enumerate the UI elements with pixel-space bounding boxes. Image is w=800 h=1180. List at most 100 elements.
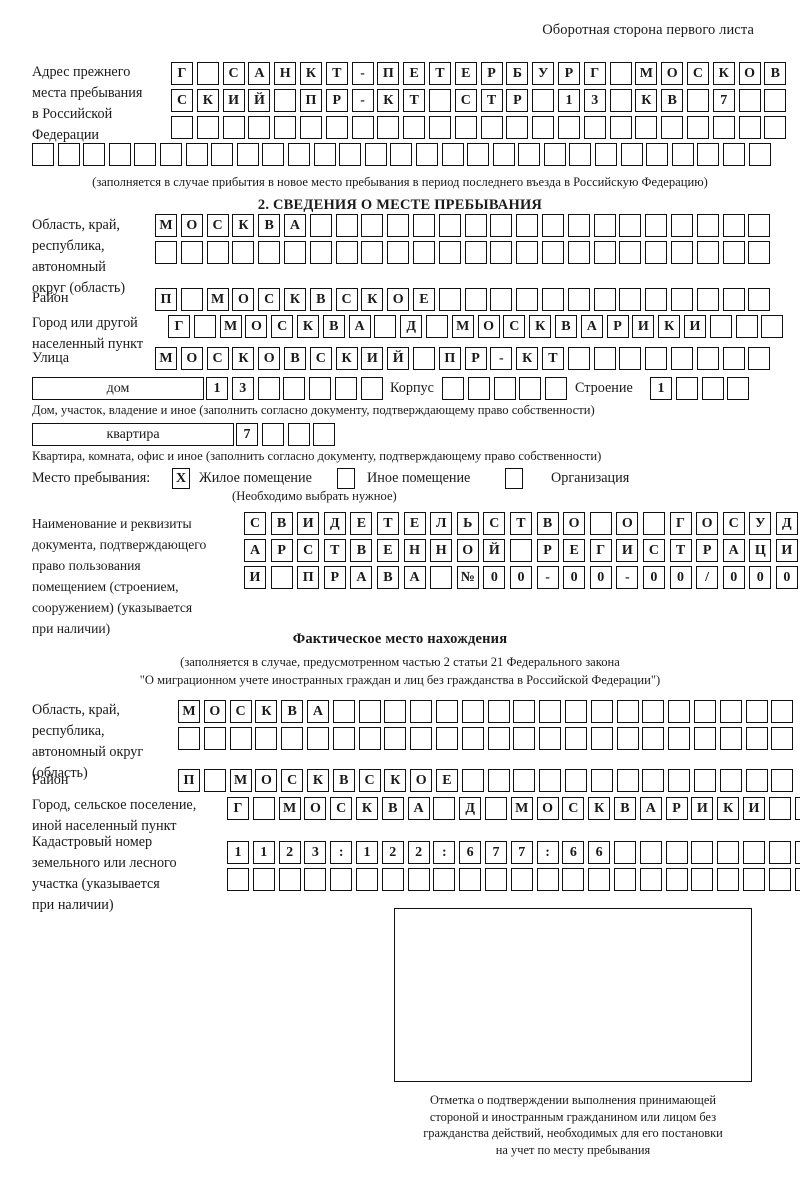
char-cell[interactable] xyxy=(381,868,404,891)
char-cell[interactable] xyxy=(536,868,559,891)
char-cell[interactable] xyxy=(645,288,668,311)
char-cell[interactable]: О xyxy=(563,512,586,535)
char-cell[interactable] xyxy=(557,116,580,139)
char-cell[interactable]: 0 xyxy=(669,566,692,589)
char-cell[interactable] xyxy=(719,769,742,792)
char-cell[interactable]: К xyxy=(299,62,322,85)
char-cell[interactable]: П xyxy=(377,62,400,85)
char-cell[interactable] xyxy=(467,143,490,166)
char-cell[interactable]: Г xyxy=(168,315,190,338)
char-cell[interactable]: М xyxy=(155,214,177,237)
char-cell[interactable]: Н xyxy=(430,539,453,562)
char-cell[interactable] xyxy=(159,143,182,166)
char-cell[interactable]: : xyxy=(330,841,353,864)
char-cell[interactable]: О xyxy=(203,700,226,723)
char-cell[interactable] xyxy=(735,315,758,338)
char-cell[interactable] xyxy=(428,89,451,112)
char-cell[interactable] xyxy=(490,241,513,264)
char-cell[interactable] xyxy=(360,377,383,400)
char-cell[interactable]: Г xyxy=(589,539,612,562)
char-cell[interactable] xyxy=(619,347,642,370)
char-cell[interactable]: В xyxy=(309,288,332,311)
char-cell[interactable]: К xyxy=(516,347,539,370)
char-cell[interactable] xyxy=(334,377,357,400)
char-cell[interactable] xyxy=(696,241,719,264)
char-cell[interactable]: В xyxy=(376,566,399,589)
char-cell[interactable] xyxy=(438,214,461,237)
char-cell[interactable] xyxy=(428,116,451,139)
char-cell[interactable] xyxy=(274,89,297,112)
char-cell[interactable]: 0 xyxy=(642,566,665,589)
char-cell[interactable]: В xyxy=(270,512,293,535)
char-cell[interactable]: К xyxy=(384,769,407,792)
char-cell[interactable] xyxy=(513,700,536,723)
char-cell[interactable]: Й xyxy=(387,347,410,370)
char-cell[interactable]: Р xyxy=(665,797,688,820)
char-cell[interactable] xyxy=(211,143,234,166)
char-cell[interactable] xyxy=(539,700,562,723)
char-cell[interactable]: К xyxy=(255,700,278,723)
char-cell[interactable] xyxy=(593,347,616,370)
char-cell[interactable] xyxy=(513,769,536,792)
char-cell[interactable] xyxy=(387,214,410,237)
char-cell[interactable] xyxy=(487,700,510,723)
char-cell[interactable] xyxy=(461,700,484,723)
char-cell[interactable]: И xyxy=(361,347,384,370)
char-cell[interactable] xyxy=(635,116,658,139)
char-cell[interactable] xyxy=(248,116,271,139)
char-cell[interactable] xyxy=(510,868,533,891)
char-cell[interactable] xyxy=(412,214,435,237)
char-cell[interactable] xyxy=(513,727,536,750)
char-cell[interactable] xyxy=(519,377,542,400)
char-cell[interactable]: О xyxy=(180,214,203,237)
char-cell[interactable] xyxy=(771,769,794,792)
char-cell[interactable] xyxy=(693,769,716,792)
char-cell[interactable] xyxy=(377,116,400,139)
char-cell[interactable]: К xyxy=(232,214,255,237)
char-cell[interactable]: М xyxy=(229,769,252,792)
char-cell[interactable] xyxy=(764,116,787,139)
char-cell[interactable] xyxy=(222,116,245,139)
char-cell[interactable] xyxy=(335,241,358,264)
char-cell[interactable]: О xyxy=(616,512,639,535)
char-cell[interactable] xyxy=(509,539,532,562)
char-cell[interactable] xyxy=(668,769,691,792)
char-cell[interactable] xyxy=(339,143,362,166)
char-cell[interactable]: С xyxy=(244,512,266,535)
char-cell[interactable]: А xyxy=(248,62,271,85)
char-cell[interactable]: 2 xyxy=(278,841,301,864)
char-cell[interactable] xyxy=(562,868,585,891)
char-cell[interactable] xyxy=(619,241,642,264)
char-cell[interactable]: О xyxy=(661,62,684,85)
char-cell[interactable]: М xyxy=(178,700,200,723)
char-cell[interactable]: К xyxy=(712,62,735,85)
char-cell[interactable]: Й xyxy=(248,89,271,112)
char-cell[interactable]: 2 xyxy=(381,841,404,864)
char-cell[interactable]: А xyxy=(306,700,329,723)
char-cell[interactable]: О xyxy=(387,288,410,311)
char-cell[interactable] xyxy=(358,700,381,723)
char-cell[interactable]: К xyxy=(355,797,378,820)
char-cell[interactable]: Р xyxy=(557,62,580,85)
char-cell[interactable]: / xyxy=(696,566,719,589)
char-cell[interactable]: 1 xyxy=(252,841,275,864)
char-cell[interactable] xyxy=(771,700,794,723)
char-cell[interactable] xyxy=(287,423,310,446)
char-cell[interactable]: И xyxy=(742,797,765,820)
char-cell[interactable] xyxy=(487,727,510,750)
char-cell[interactable] xyxy=(361,214,384,237)
char-cell[interactable] xyxy=(768,868,791,891)
char-cell[interactable] xyxy=(709,315,732,338)
char-cell[interactable] xyxy=(467,377,490,400)
char-cell[interactable]: В xyxy=(350,539,373,562)
char-cell[interactable]: В xyxy=(661,89,684,112)
char-cell[interactable] xyxy=(727,377,750,400)
char-cell[interactable]: Р xyxy=(606,315,629,338)
char-cell[interactable]: 7 xyxy=(236,423,258,446)
char-cell[interactable] xyxy=(178,727,200,750)
